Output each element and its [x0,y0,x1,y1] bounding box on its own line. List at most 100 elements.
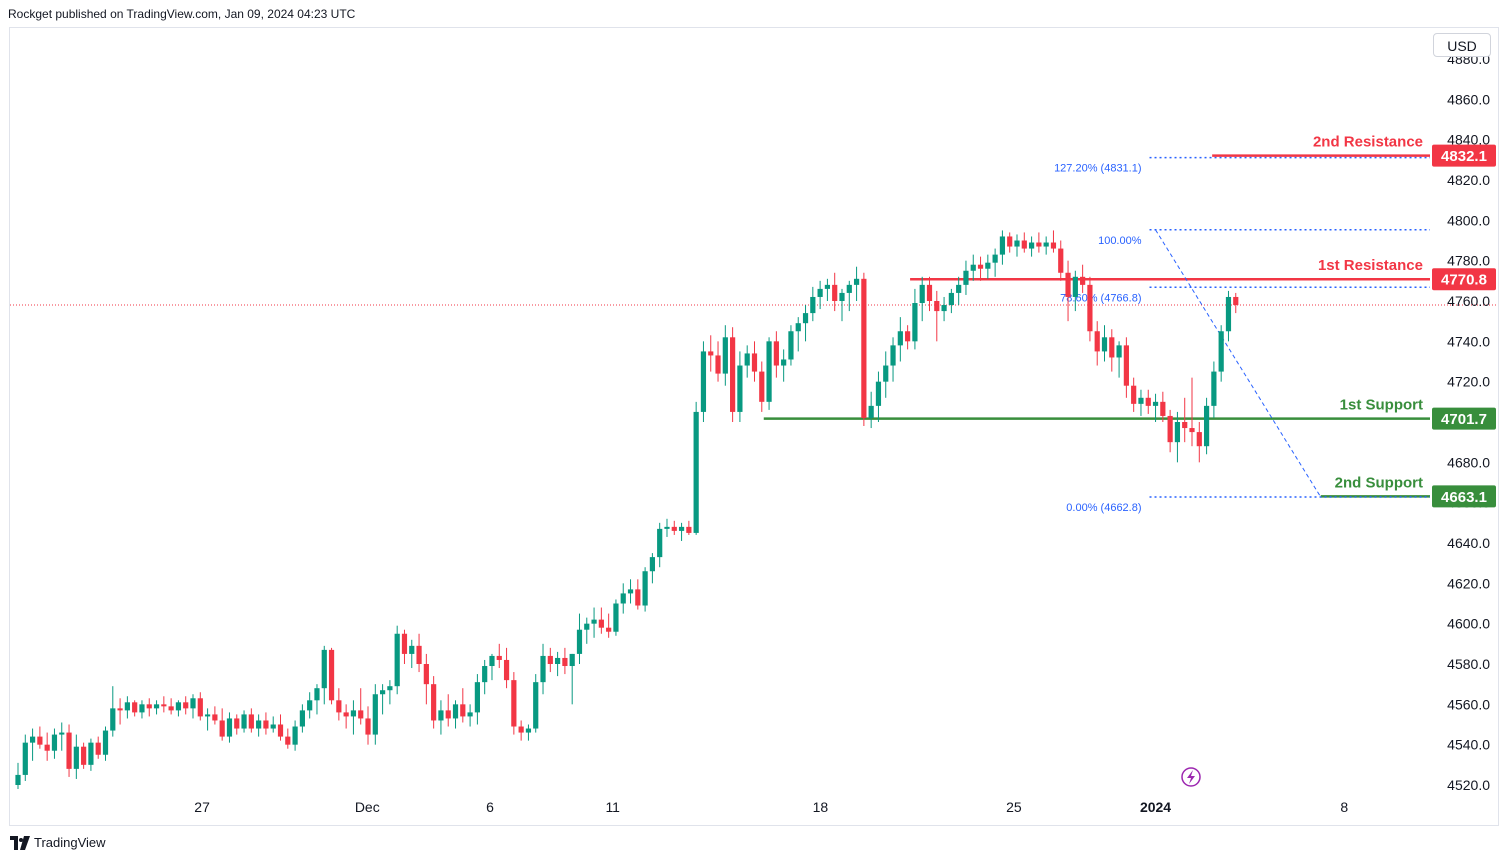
candle-body [883,365,889,382]
candle-body [591,619,597,624]
candle-body [299,710,305,727]
candle-body [671,526,677,531]
candle-body [606,627,612,632]
candle-body [1109,337,1115,358]
price-tick-label: 4840.0 [1447,132,1490,148]
support-resistance-levels: 2nd Resistance 1st Resistance 1st Support 2… [763,134,1430,498]
candle-body [95,742,101,755]
price-tick-label: 4600.0 [1447,616,1490,632]
candle-body [642,571,648,606]
candle-body [657,528,663,558]
candle-body [379,690,386,695]
support-price-badge [1432,407,1496,430]
candle-body [861,278,867,418]
candle-body [1196,432,1202,447]
candle-body [1167,415,1173,443]
candle-body [1123,345,1129,386]
candle-body [1072,276,1078,297]
candle-body [693,411,699,533]
candle-body [730,337,736,412]
price-badge-text: 4832.1 [1441,148,1487,165]
price-tick-label: 4720.0 [1447,374,1490,390]
candle-body [715,355,721,374]
candle-body [110,708,116,731]
candle-body [44,744,50,751]
price-badge-text: 4663.1 [1441,489,1487,506]
candle-body [744,353,750,366]
candle-body [183,702,189,709]
candle-body [66,732,72,769]
time-tick-label: Dec [355,799,380,815]
candle-body [204,714,211,717]
chart-frame [9,27,1499,826]
price-badge-text: 4770.8 [1441,272,1487,289]
publish-info: Rockget published on TradingView.com, Ja… [8,7,356,21]
fib-level-label: 100.00% [1098,235,1142,247]
candle-body [124,702,130,711]
candle-body [759,371,765,402]
footer-brand[interactable]: TradingView [10,835,106,850]
candle-body [576,629,583,654]
time-tick-label: 8 [1340,799,1348,815]
resistance-price-badge [1432,268,1496,291]
price-tick-label: 4780.0 [1447,253,1490,269]
candle-body [686,526,692,533]
candle-body [321,649,327,689]
candle-body [868,405,874,418]
currency-selector[interactable]: USD [1433,33,1491,57]
candle-body [810,296,816,314]
candle-body [365,718,371,735]
candle-body [15,774,21,785]
candle-body [795,323,801,332]
candle-body [88,742,94,765]
candle-body [1094,331,1100,352]
candle-body [314,688,320,701]
candle-body [1087,284,1093,332]
candle-body [963,270,969,285]
flash-icon[interactable] [1181,767,1201,787]
candle-body [1021,240,1027,249]
candle-body [59,732,65,735]
candle-body [1211,371,1217,406]
candle-body [781,359,787,366]
candle-body [620,593,626,604]
candle-body [445,710,451,719]
candle-body [1080,276,1086,285]
price-tick-label: 4620.0 [1447,575,1490,591]
candle-body [627,589,634,594]
candle-body [292,726,298,745]
candle-body [29,736,36,743]
candle-body [934,301,940,312]
candle-body [948,292,954,306]
candle-body [832,284,838,301]
candle-body [722,337,728,374]
candle-body [985,262,991,269]
support-label: 2nd Support [1335,474,1423,491]
candle-body [387,686,393,691]
candle-body [525,728,532,733]
candle-body [853,278,860,285]
candle-body [372,694,378,735]
candle-body [328,649,335,701]
candle-body [846,284,852,293]
candle-body [81,746,87,765]
candle-body [1225,296,1232,332]
candle-body [897,331,903,346]
candle-body [1152,401,1159,406]
candle-body [416,645,422,664]
candle-body [132,702,138,713]
candle-body [700,351,707,412]
candle-body [153,704,160,709]
candle-body [22,742,28,775]
price-tick-label: 4680.0 [1447,454,1490,470]
price-tick-label: 4520.0 [1447,777,1490,793]
candle-body [824,284,831,289]
candle-body [839,292,845,301]
candle-body [999,236,1006,255]
candle-body [503,659,510,681]
time-tick-label: 18 [813,799,829,815]
candle-body [773,341,779,366]
price-tick-label: 4540.0 [1447,737,1490,753]
candle-body [489,655,495,667]
